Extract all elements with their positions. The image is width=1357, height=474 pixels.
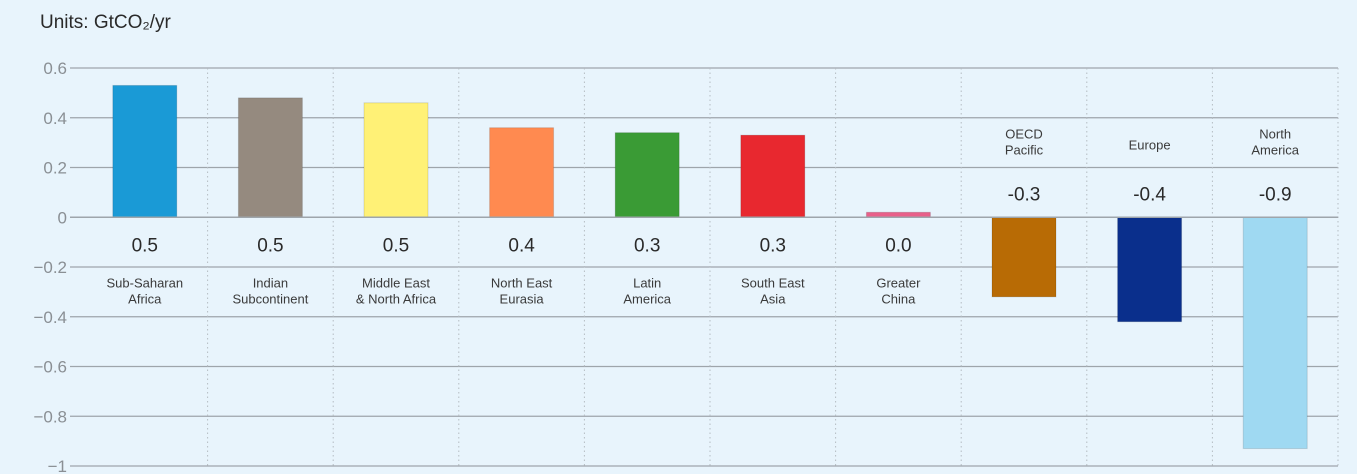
- data-label: -0.4: [1133, 184, 1166, 205]
- category-label: Africa: [128, 291, 162, 306]
- bar: [740, 134, 806, 218]
- bar: [112, 84, 178, 218]
- category-label: North East: [491, 275, 553, 290]
- data-label: -0.3: [1008, 184, 1041, 205]
- data-label: 0.4: [508, 235, 535, 256]
- y-tick-label: −0.8: [33, 407, 67, 426]
- data-label: 0.5: [257, 235, 283, 256]
- category-label: Greater: [876, 275, 921, 290]
- category-label: Asia: [760, 291, 786, 306]
- bar: [1117, 216, 1183, 323]
- category-label: China: [881, 291, 916, 306]
- category-label: Eurasia: [500, 291, 545, 306]
- bar: [1242, 216, 1308, 450]
- y-tick-label: 0.2: [43, 159, 67, 178]
- y-tick-label: −0.6: [33, 358, 67, 377]
- category-label: Pacific: [1005, 142, 1044, 157]
- data-label: 0.5: [132, 235, 158, 256]
- data-label: 0.3: [634, 235, 660, 256]
- bar: [489, 127, 555, 218]
- data-label: 0.3: [760, 235, 786, 256]
- category-label: Subcontinent: [232, 291, 308, 306]
- bar: [614, 132, 680, 218]
- y-tick-label: −1: [48, 457, 67, 474]
- category-label: America: [623, 291, 671, 306]
- data-label: 0.0: [885, 235, 911, 256]
- category-label: OECD: [1005, 126, 1043, 141]
- y-tick-label: 0.6: [43, 59, 67, 78]
- data-label: 0.5: [383, 235, 409, 256]
- category-label: Europe: [1129, 137, 1171, 152]
- bar: [363, 102, 429, 218]
- category-label: & North Africa: [356, 291, 437, 306]
- category-label: America: [1251, 142, 1299, 157]
- category-label: South East: [741, 275, 805, 290]
- bar: [991, 216, 1057, 298]
- y-tick-label: 0: [58, 208, 67, 227]
- category-label: North: [1259, 126, 1291, 141]
- bar: [237, 97, 303, 218]
- y-tick-label: −0.4: [33, 308, 67, 327]
- category-label: Middle East: [362, 275, 430, 290]
- category-label: Sub-Saharan: [106, 275, 183, 290]
- category-label: Latin: [633, 275, 661, 290]
- units-label: Units: GtCO₂/yr: [40, 12, 171, 33]
- category-label: Indian: [253, 275, 288, 290]
- y-tick-label: 0.4: [43, 109, 67, 128]
- y-tick-label: −0.2: [33, 258, 67, 277]
- data-label: -0.9: [1259, 184, 1292, 205]
